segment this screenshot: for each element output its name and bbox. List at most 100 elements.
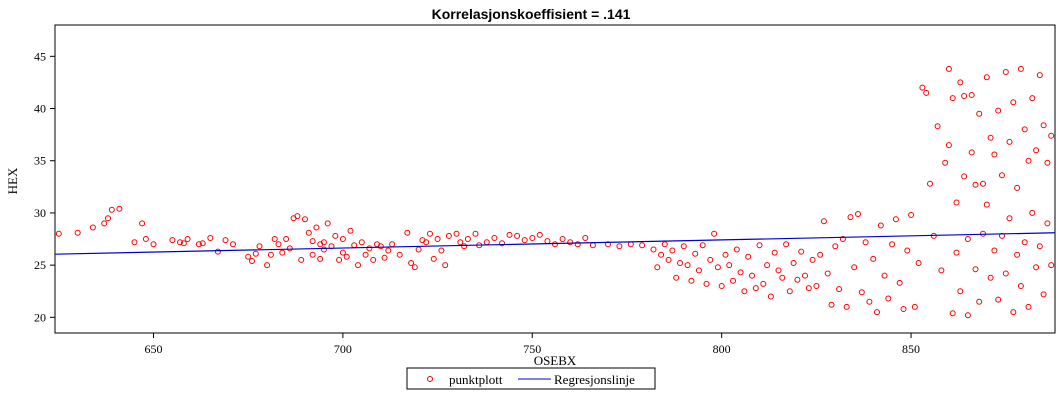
scatter-point bbox=[142, 236, 149, 242]
scatter-point bbox=[858, 289, 865, 296]
scatter-point bbox=[305, 229, 312, 236]
scatter-point bbox=[377, 243, 384, 250]
scatter-point bbox=[855, 211, 861, 217]
scatter-point bbox=[506, 231, 513, 238]
scatter-point bbox=[745, 253, 752, 260]
scatter-point bbox=[972, 181, 979, 188]
scatter-point bbox=[396, 251, 403, 258]
scatter-point bbox=[927, 180, 933, 187]
scatter-point bbox=[1040, 122, 1047, 129]
scatter-point bbox=[1017, 283, 1024, 289]
scatter-point bbox=[915, 260, 922, 266]
scatter-point bbox=[726, 262, 733, 269]
scatter-point bbox=[105, 215, 111, 222]
legend: punktplott Regresjonslinje bbox=[406, 367, 656, 390]
scatter-point bbox=[658, 251, 665, 258]
scatter-point bbox=[703, 280, 710, 287]
scatter-point bbox=[294, 213, 301, 220]
scatter-point bbox=[692, 250, 699, 257]
scatter-point bbox=[499, 240, 505, 247]
scatter-point bbox=[336, 256, 343, 263]
scatter-point bbox=[559, 236, 566, 242]
scatter-point bbox=[733, 246, 740, 253]
scatter-point bbox=[347, 227, 354, 234]
scatter-point bbox=[411, 264, 418, 271]
scatter-point bbox=[749, 272, 755, 279]
scatter-point bbox=[552, 241, 558, 248]
x-tick-label: 700 bbox=[334, 342, 352, 356]
scatter-points bbox=[55, 65, 1055, 319]
y-tick-label: 25 bbox=[34, 258, 46, 272]
scatter-point bbox=[794, 276, 801, 283]
scatter-point bbox=[752, 285, 759, 292]
scatter-point bbox=[264, 262, 271, 269]
regression-line-group bbox=[54, 232, 1056, 255]
scatter-point bbox=[673, 274, 680, 281]
scatter-point bbox=[230, 241, 236, 248]
scatter-point bbox=[934, 123, 941, 130]
scatter-point bbox=[358, 239, 365, 246]
scatter-point bbox=[839, 236, 846, 242]
scatter-point bbox=[309, 251, 316, 258]
scatter-point bbox=[1036, 72, 1043, 79]
scatter-point bbox=[267, 251, 274, 258]
scatter-point bbox=[798, 248, 805, 255]
scatter-point bbox=[1014, 184, 1021, 191]
scatter-point bbox=[896, 279, 903, 286]
y-tick-label: 35 bbox=[34, 154, 46, 168]
regression-line bbox=[54, 232, 1056, 255]
scatter-point bbox=[351, 242, 358, 249]
scatter-point bbox=[870, 255, 877, 262]
scatter-point bbox=[767, 293, 774, 300]
chart-title: Korrelasjonskoeffisient = .141 bbox=[432, 6, 631, 22]
scatter-point bbox=[491, 235, 498, 241]
scatter-point bbox=[1006, 215, 1013, 222]
scatter-point bbox=[1029, 95, 1036, 102]
scatter-point bbox=[809, 256, 816, 263]
scatter-point bbox=[427, 230, 433, 237]
legend-label-punktplott: punktplott bbox=[449, 372, 503, 387]
scatter-point bbox=[730, 277, 736, 284]
scatter-point bbox=[711, 230, 718, 237]
scatter-point bbox=[828, 301, 835, 308]
scatter-point bbox=[976, 298, 983, 305]
scatter-point bbox=[131, 239, 138, 246]
scatter-point bbox=[404, 229, 411, 236]
scatter-point bbox=[1048, 262, 1055, 269]
scatter-point bbox=[741, 288, 748, 295]
scatter-point bbox=[874, 309, 880, 316]
scatter-point bbox=[881, 272, 888, 279]
scatter-point bbox=[214, 248, 221, 255]
scatter-point bbox=[938, 267, 945, 274]
scatter-point bbox=[669, 247, 676, 254]
scatter-point bbox=[1014, 251, 1021, 258]
scatter-point bbox=[438, 247, 445, 254]
scatter-point bbox=[279, 249, 286, 256]
scatter-point bbox=[957, 288, 964, 295]
scatter-point bbox=[461, 243, 468, 250]
scatter-point bbox=[169, 237, 176, 244]
scatter-point bbox=[1044, 159, 1051, 166]
scatter-point bbox=[195, 241, 202, 248]
x-tick-label: 800 bbox=[713, 342, 731, 356]
y-tick-label: 20 bbox=[34, 310, 46, 324]
scatter-point bbox=[108, 206, 115, 213]
scatter-point bbox=[381, 254, 388, 261]
plot-area bbox=[54, 24, 1056, 334]
scatter-point bbox=[1029, 209, 1036, 216]
scatter-point bbox=[177, 239, 183, 246]
y-tick-label: 40 bbox=[34, 102, 46, 116]
scatter-point bbox=[1002, 270, 1009, 277]
scatter-point bbox=[722, 251, 729, 258]
scatter-point bbox=[847, 214, 854, 221]
scatter-point bbox=[980, 180, 986, 187]
scatter-point bbox=[836, 286, 843, 293]
scatter-point bbox=[714, 264, 721, 271]
scatter-point bbox=[957, 79, 964, 86]
scatter-point bbox=[362, 251, 369, 258]
scatter-point bbox=[339, 249, 346, 256]
scatter-point bbox=[616, 243, 623, 250]
scatter-point bbox=[343, 253, 350, 260]
scatter-point bbox=[415, 246, 422, 253]
x-tick-label: 650 bbox=[144, 342, 162, 356]
